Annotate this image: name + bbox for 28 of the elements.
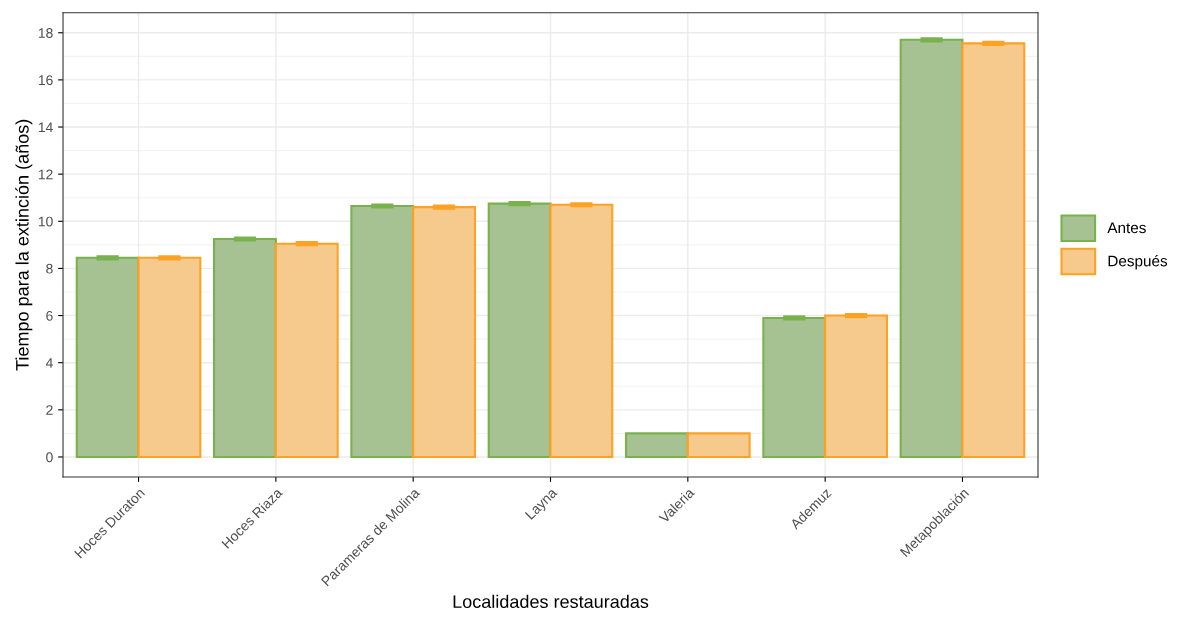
bar — [75, 256, 140, 459]
legend-label: Después — [1108, 255, 1168, 270]
legend-label: Antes — [1107, 222, 1146, 234]
y-tick-label: 4 — [45, 358, 53, 368]
x-axis-title: Localidades restauradas — [453, 594, 649, 609]
bar — [824, 314, 888, 459]
y-tick-label: 12 — [38, 169, 53, 180]
bar — [350, 204, 415, 459]
bar — [624, 432, 689, 459]
y-tick-label: 16 — [38, 75, 53, 86]
y-tick-label: 8 — [46, 263, 53, 274]
bar — [961, 42, 1026, 459]
bar — [412, 206, 477, 459]
y-tick-label: 18 — [38, 28, 53, 38]
bar — [274, 242, 339, 459]
bar — [487, 202, 552, 459]
y-tick-label: 6 — [46, 310, 53, 321]
bar — [762, 316, 827, 459]
y-tick-label: 2 — [46, 405, 53, 415]
y-tick-label: 10 — [38, 216, 53, 227]
bar — [686, 432, 751, 459]
bar — [213, 237, 277, 459]
bar — [549, 203, 614, 459]
y-axis-title: Tiempo para la extinción (años) — [15, 119, 33, 371]
y-tick-label: 14 — [38, 122, 53, 133]
bar — [137, 256, 202, 459]
bar — [899, 38, 964, 459]
y-tick-label: 0 — [46, 452, 53, 463]
